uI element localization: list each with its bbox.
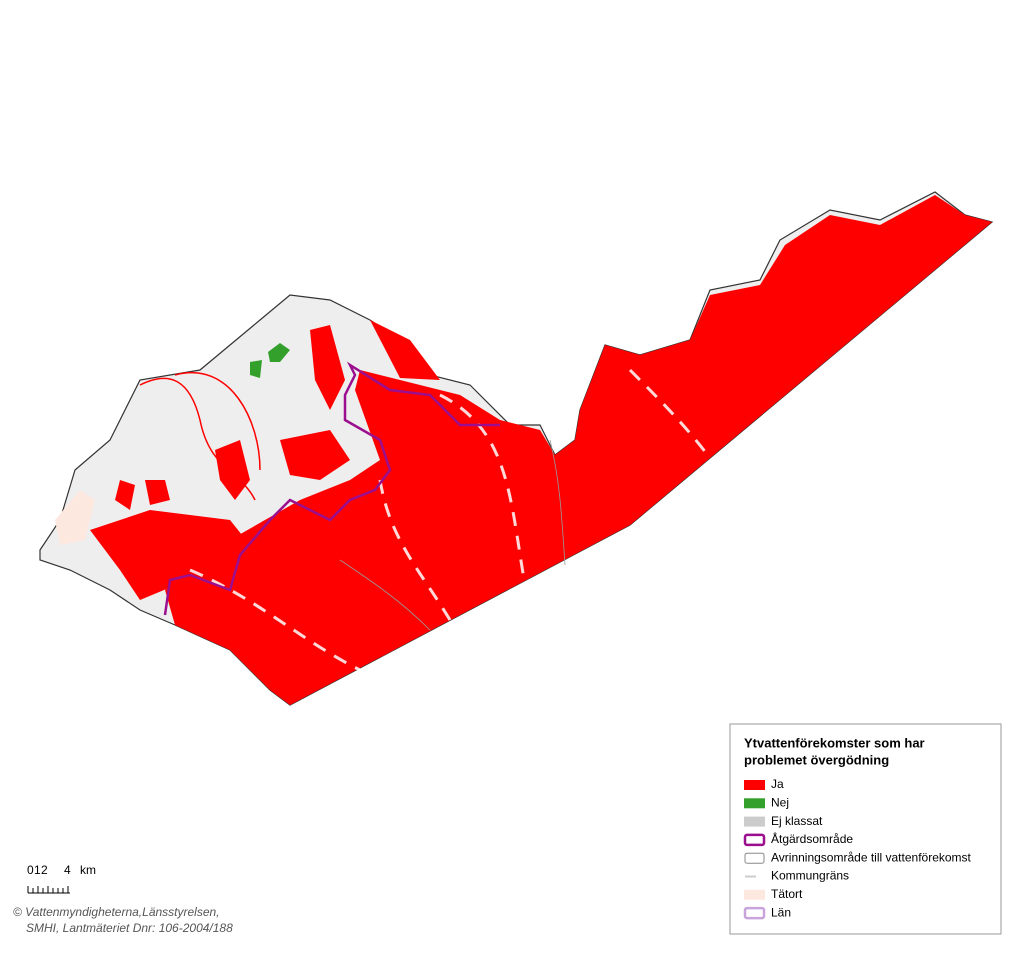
legend-label: Län <box>771 905 791 919</box>
water-area <box>145 480 170 505</box>
scale-bar: 0 1 2 4 km <box>27 863 96 894</box>
legend-label: Tätort <box>771 887 803 901</box>
water-area <box>250 360 262 378</box>
water-area <box>215 440 250 500</box>
scale-ruler <box>27 886 70 894</box>
scale-label: 0 <box>27 863 34 877</box>
scale-label: 2 <box>41 863 48 877</box>
scale-label: 1 <box>34 863 41 877</box>
river <box>139 377 256 501</box>
catchment-border <box>339 559 431 631</box>
legend-label: Nej <box>771 795 789 809</box>
eutrophied-waters <box>90 195 992 705</box>
legend-swatch <box>744 852 765 864</box>
urban-area <box>55 490 95 545</box>
municipal-border <box>378 479 452 621</box>
rivers <box>139 372 261 501</box>
legend-title: Ytvattenförekomster som har <box>744 735 925 750</box>
legend-swatch <box>744 798 765 809</box>
credits: © Vattenmyndigheterna,Länsstyrelsen, SMHI… <box>13 905 233 935</box>
legend-swatch <box>743 833 766 847</box>
water-area <box>310 325 345 410</box>
water-area <box>90 510 250 600</box>
action-area-border <box>163 361 500 616</box>
water-area <box>280 430 350 480</box>
legend-swatch <box>744 780 765 790</box>
municipal-border <box>439 393 527 586</box>
legend-label: Ja <box>771 777 784 791</box>
urban-areas <box>55 490 95 545</box>
credit-line: © Vattenmyndigheterna,Länsstyrelsen, <box>13 905 220 919</box>
legend-label: Åtgärdsområde <box>771 831 853 846</box>
legend-swatch <box>743 906 766 920</box>
water-area <box>268 343 290 362</box>
scale-unit: km <box>80 863 96 877</box>
catchment-borders <box>339 439 566 631</box>
legend-swatch <box>744 889 765 900</box>
river <box>174 372 261 471</box>
scale-label: 4 <box>64 863 71 877</box>
water-area <box>370 320 440 380</box>
legend-label: Ej klassat <box>771 814 823 828</box>
good-status-waters <box>250 343 290 378</box>
municipal-borders <box>189 368 717 672</box>
municipal-border <box>189 568 361 672</box>
legend-title: problemet övergödning <box>744 752 889 767</box>
water-area <box>165 195 992 705</box>
legend-swatch <box>744 816 765 827</box>
catchment-border <box>549 439 566 566</box>
legend-label: Avrinningsområde till vattenförekomst <box>771 850 972 864</box>
legend: Ytvattenförekomster som har problemet öve… <box>729 723 1002 935</box>
water-area <box>115 480 135 510</box>
legend-box <box>729 723 1002 935</box>
legend-label: Kommungräns <box>771 869 849 883</box>
credit-line: SMHI, Lantmäteriet Dnr: 106-2004/188 <box>26 921 233 935</box>
